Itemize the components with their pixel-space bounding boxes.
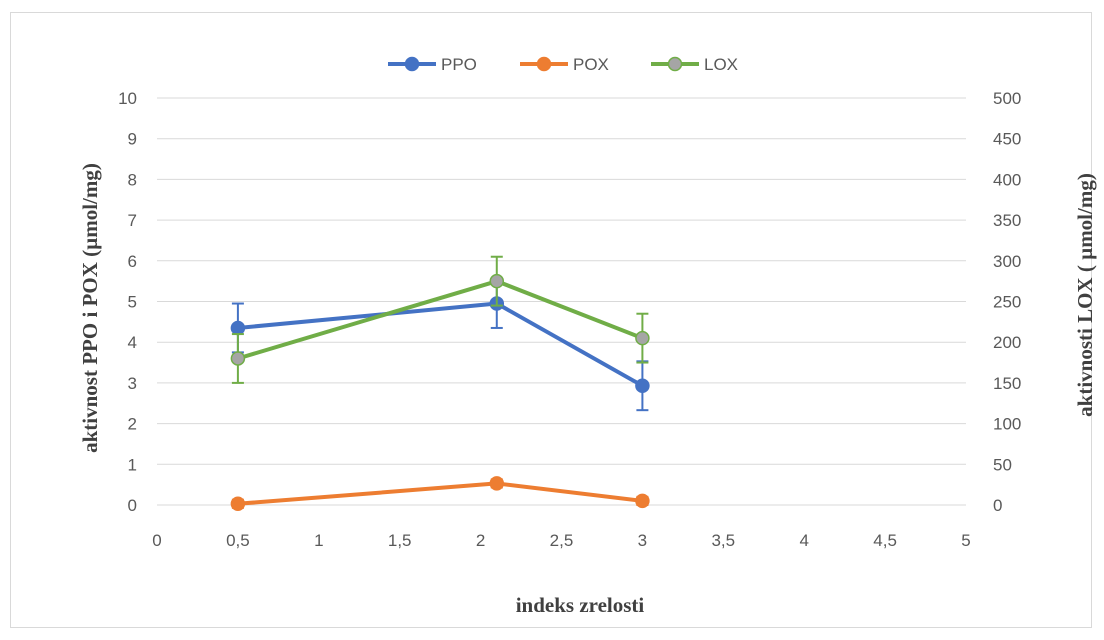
y-left-tick-label: 9 <box>128 130 137 149</box>
y-left-tick-label: 2 <box>128 415 137 434</box>
x-tick-label: 2 <box>476 531 485 550</box>
legend-item-pox: POX <box>520 55 609 74</box>
y-right-tick-label: 400 <box>993 170 1021 189</box>
y-left-tick-label: 1 <box>128 455 137 474</box>
series-line <box>237 279 644 361</box>
y-left-tick-label: 7 <box>128 211 137 230</box>
y-left-tick-label: 0 <box>128 496 137 515</box>
series-lines <box>230 255 650 512</box>
data-point <box>635 378 650 393</box>
legend-item-ppo: PPO <box>388 55 477 74</box>
y-left-tick-label: 6 <box>128 252 137 271</box>
y-right-tick-label: 200 <box>993 333 1021 352</box>
legend-marker <box>404 56 420 72</box>
legend-label: LOX <box>704 55 738 74</box>
x-tick-label: 3 <box>638 531 647 550</box>
data-point <box>230 496 246 512</box>
legend-marker <box>667 56 683 72</box>
legend-item-lox: LOX <box>651 55 738 74</box>
y-axis-left-title: aktivnost PPO i POX (µmol/mg) <box>78 163 102 453</box>
legend-marker <box>536 56 552 72</box>
gridlines <box>157 97 966 506</box>
y-right-tick-label: 300 <box>993 252 1021 271</box>
data-point <box>635 493 650 509</box>
x-axis-title: indeks zrelosti <box>516 593 645 617</box>
y-right-tick-label: 250 <box>993 293 1021 312</box>
y-right-tick-label: 100 <box>993 415 1021 434</box>
y-right-tick-label: 50 <box>993 455 1012 474</box>
x-tick-label: 1,5 <box>388 531 412 550</box>
data-point <box>489 273 505 289</box>
data-point <box>230 351 246 366</box>
x-tick-label: 2,5 <box>550 531 574 550</box>
x-tick-label: 0 <box>152 531 161 550</box>
y-right-tick-label: 0 <box>993 496 1002 515</box>
y-axis-right-title: aktivnosti LOX ( µmol/mg) <box>1073 173 1097 417</box>
legend-label: POX <box>573 55 609 74</box>
data-point <box>230 320 246 336</box>
y-left-tick-label: 3 <box>128 374 137 393</box>
y-right-tick-label: 500 <box>993 89 1021 108</box>
x-tick-label: 3,5 <box>711 531 735 550</box>
y-left-tick-label: 5 <box>128 293 137 312</box>
x-tick-label: 4,5 <box>873 531 897 550</box>
data-point <box>489 476 505 491</box>
series-pox <box>230 476 650 512</box>
x-tick-label: 5 <box>961 531 970 550</box>
data-point <box>635 330 650 346</box>
y-left-tick-label: 4 <box>128 333 137 352</box>
legend: PPO POX LOX <box>388 55 738 74</box>
legend-label: PPO <box>441 55 477 74</box>
y-left-tick-label: 8 <box>128 170 137 189</box>
x-tick-label: 1 <box>314 531 323 550</box>
y-right-tick-label: 350 <box>993 211 1021 230</box>
series-lox <box>230 255 650 384</box>
y-right-tick-label: 450 <box>993 130 1021 149</box>
x-tick-label: 4 <box>799 531 808 550</box>
x-tick-label: 0,5 <box>226 531 250 550</box>
y-left-tick-label: 10 <box>118 89 137 108</box>
chart-frame <box>10 12 1092 628</box>
y-right-tick-label: 150 <box>993 374 1021 393</box>
series-line <box>237 481 643 506</box>
